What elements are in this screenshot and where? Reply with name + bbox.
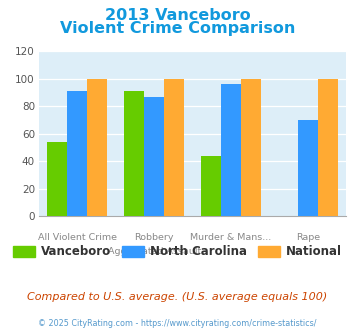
Bar [124,91,144,216]
Text: Violent Crime Comparison: Violent Crime Comparison [60,21,295,36]
Text: All Violent Crime: All Violent Crime [38,233,117,242]
Bar [87,79,107,216]
Bar [298,120,318,216]
Bar [221,84,241,216]
Bar [318,79,338,216]
Text: Compared to U.S. average. (U.S. average equals 100): Compared to U.S. average. (U.S. average … [27,292,328,302]
Text: Robbery: Robbery [135,233,174,242]
Legend: Vanceboro, North Carolina, National: Vanceboro, North Carolina, National [9,241,346,263]
Text: Murder & Mans...: Murder & Mans... [190,233,272,242]
Bar [48,142,67,216]
Bar [144,97,164,216]
Bar [201,156,221,216]
Text: Aggravated Assault: Aggravated Assault [108,247,201,256]
Bar [241,79,261,216]
Bar [67,91,87,216]
Text: 2013 Vanceboro: 2013 Vanceboro [105,8,250,23]
Text: Rape: Rape [296,233,320,242]
Text: © 2025 CityRating.com - https://www.cityrating.com/crime-statistics/: © 2025 CityRating.com - https://www.city… [38,319,317,328]
Bar [164,79,184,216]
